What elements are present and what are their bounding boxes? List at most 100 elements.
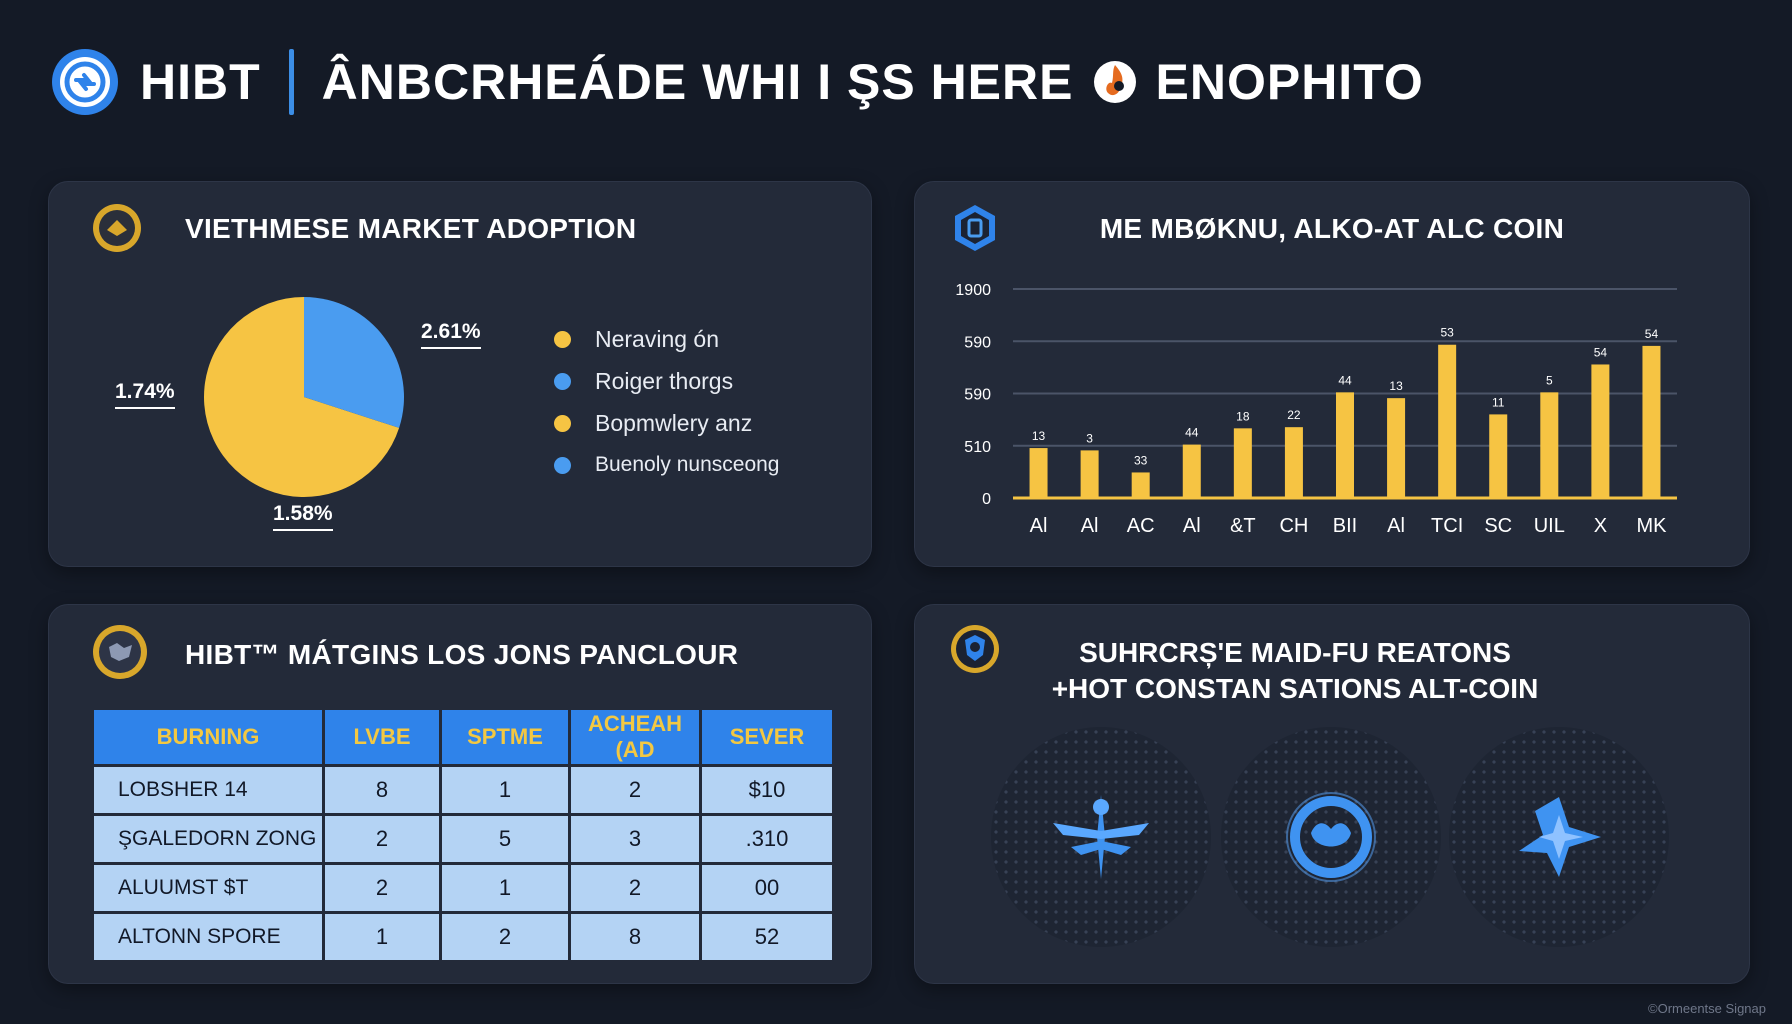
legend-item: Bopmwlery anz [554,402,779,444]
pie-annotation-2: 1.74% [115,380,175,409]
table-cell: 2 [568,764,702,816]
altcoin-bar-chart: 0 510 590 590 1900 13 Al 3 Al 33 AC 44 Al 18&T 22 CH 44 B… [955,282,1677,537]
table-cell: 1 [439,862,571,914]
swap-circle-icon [52,49,118,115]
bar [1489,414,1508,498]
x-tick-label: SC [1484,515,1512,537]
brand-name: HIBT [140,54,261,110]
table-row: LOBSHER 14 8 1 2 $10 [91,764,835,816]
bar-data-label: 13 [1389,379,1403,393]
dragonfly-icon [1053,795,1149,879]
table-row: ALUUMST $T 2 1 2 00 [91,862,835,914]
legend-label: Roiger thorgs [595,367,734,394]
bar [1284,427,1303,498]
bar [1080,450,1099,498]
bar [1182,444,1201,498]
adoption-pie-chart [204,297,404,497]
bar-data-label: 54 [1594,345,1608,359]
pie-annotation-1: 2.61% [421,320,481,349]
gold-coin-icon [93,204,141,252]
reason-circle [1221,727,1441,947]
altcoin-panel: ME MBØKNU, ALKO-AT ALC COIN 0 510 590 590 19… [914,181,1750,567]
adoption-panel: VIETHMESE MARKET ADOPTION 2.61% 1.74% 1.… [48,181,872,567]
table-cell: ŞGALEDORN ZONG [91,813,325,865]
bar-data-label: 33 [1134,453,1148,467]
legend-item: Roiger thorgs [554,360,779,402]
table-cell: 52 [699,911,835,963]
table-header-row: BURNING LVBE SPTME ACHEAH (AD SEVER [91,707,835,767]
bar-data-label: 11 [1492,395,1505,409]
legend-dot [554,414,571,432]
reasons-title-line-1: SUHRCRȘ'E MAID-FU REATONS [1079,637,1511,668]
column-header: SEVER [699,707,835,767]
bar-data-label: 54 [1645,327,1659,341]
reasons-title: SUHRCRȘ'E MAID-FU REATONS +HOT CONSTAN S… [1045,635,1545,707]
shield-coin-icon [951,625,999,673]
x-tick-label: Al [1030,515,1048,537]
reason-circle [1449,727,1669,947]
reasons-panel: SUHRCRȘ'E MAID-FU REATONS +HOT CONSTAN S… [914,604,1750,984]
bar [1387,398,1406,498]
table-cell: 3 [568,813,702,865]
altcoin-title: ME MBØKNU, ALKO-AT ALC COIN [1099,213,1565,244]
bar-data-label: 18 [1236,409,1250,423]
x-tick-label: BII [1333,515,1357,537]
legend-label: Bopmwlery anz [595,409,753,436]
reason-circle [991,727,1211,947]
x-tick-label: UIL [1534,515,1565,537]
table-cell: 2 [568,862,702,914]
hexagon-coin-icon [955,205,995,251]
table-title: HIBT™ MÁTGINS LOS JONS PANCLOUR [185,639,739,670]
bar [1591,364,1610,498]
coin-face-icon [1286,792,1376,882]
legend-label: Buenoly nunsceong [595,453,780,476]
column-header: SPTME [439,707,571,767]
table-cell: .310 [699,813,835,865]
bar [1131,472,1150,498]
flame-icon [1093,61,1136,103]
table-cell: ALUUMST $T [91,862,325,914]
table-row: ALTONN SPORE 1 2 8 52 [91,911,835,963]
header-divider [288,49,294,115]
table-cell: 1 [322,911,442,963]
pie-legend: Neraving ón Roiger thorgs Bopmwlery anz … [554,318,779,486]
bar-data-label: 5 [1546,373,1553,387]
table-cell: $10 [699,764,835,816]
x-tick-label: Al [1081,515,1099,537]
x-tick-label: X [1594,515,1607,537]
table-panel: HIBT™ MÁTGINS LOS JONS PANCLOUR BURNING … [48,604,872,984]
bar-data-label: 22 [1287,408,1301,422]
pie-slice [204,297,400,497]
legend-dot [554,372,571,390]
bar [1233,428,1252,498]
y-tick-label: 590 [964,387,991,404]
bar [1540,392,1559,498]
table-cell: 8 [568,911,702,963]
bar [1336,392,1354,498]
adoption-title: VIETHMESE MARKET ADOPTION [185,213,637,244]
bar-data-label: 53 [1440,326,1454,340]
table-cell: ALTONN SPORE [91,911,325,963]
pie-annotation-3: 1.58% [273,502,333,531]
x-tick-label: MK [1636,515,1667,537]
column-header: BURNING [91,707,325,767]
x-tick-label: Al [1183,515,1201,537]
legend-label: Neraving ón [595,325,720,352]
table-cell: 1 [439,764,571,816]
column-header: ACHEAH (AD [568,707,702,767]
y-tick-label: 590 [964,334,991,351]
x-tick-label: TCI [1431,515,1463,537]
legend-dot [554,456,571,474]
y-tick-label: 510 [964,439,991,456]
table-cell: 5 [439,813,571,865]
table-cell: LOBSHER 14 [91,764,325,816]
bar [1438,344,1457,498]
x-tick-label: AC [1127,515,1155,537]
x-tick-label: &T [1230,515,1256,537]
data-table: BURNING LVBE SPTME ACHEAH (AD SEVER LOBS… [91,707,835,963]
page-title: ÂNBCRHEÁDE WHI I ŞS HERE ENOPHITO [322,53,1424,111]
pie-slice [304,297,404,428]
watermark: ©Ormeentse Signap [1648,1001,1766,1016]
bar-data-label: 44 [1338,373,1352,387]
x-tick-label: Al [1387,515,1405,537]
